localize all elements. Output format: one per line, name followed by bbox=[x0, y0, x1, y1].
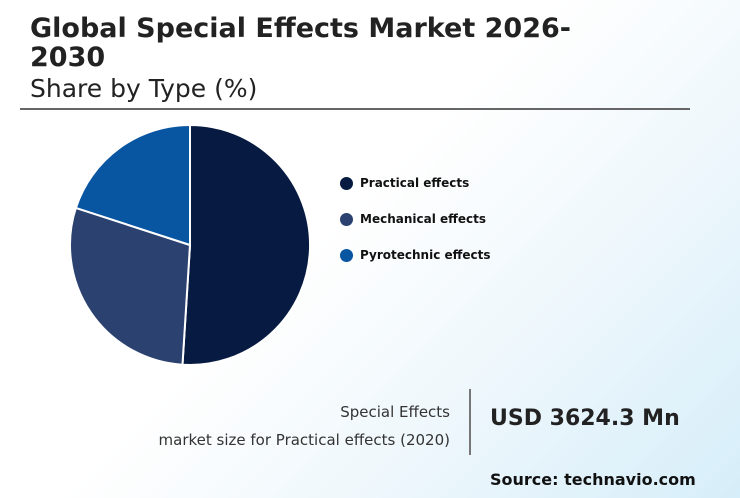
legend-label-practical-effects: Practical effects bbox=[360, 176, 470, 190]
title-divider bbox=[20, 108, 690, 110]
legend-swatch-mechanical-effects bbox=[340, 212, 353, 226]
legend-swatch-practical-effects bbox=[340, 176, 353, 190]
source-credit: Source: technavio.com bbox=[490, 470, 696, 489]
legend-swatch-pyrotechnic-effects bbox=[340, 248, 353, 262]
legend-item-pyrotechnic-effects: Pyrotechnic effects bbox=[340, 246, 490, 264]
legend: Practical effects Mechanical effects Pyr… bbox=[340, 174, 490, 282]
chart-title: Global Special Effects Market 2026-2030 bbox=[30, 13, 572, 73]
legend-item-practical-effects: Practical effects bbox=[340, 174, 490, 192]
market-size-label-line1: Special Effects bbox=[340, 403, 450, 421]
market-size-divider bbox=[469, 389, 471, 455]
legend-label-pyrotechnic-effects: Pyrotechnic effects bbox=[360, 248, 491, 262]
chart-subtitle: Share by Type (%) bbox=[30, 74, 258, 103]
legend-item-mechanical-effects: Mechanical effects bbox=[340, 210, 490, 228]
legend-label-mechanical-effects: Mechanical effects bbox=[360, 212, 486, 226]
market-size-value: USD 3624.3 Mn bbox=[490, 406, 680, 431]
pie-slice-mechanical-effects bbox=[69, 206, 192, 366]
market-size-label-line2: market size for Practical effects (2020) bbox=[158, 431, 450, 449]
market-size-label: Special Effects market size for Practica… bbox=[159, 398, 450, 454]
pie-slice-practical-effects bbox=[181, 123, 312, 366]
pie-slice-pyrotechnic-effects bbox=[74, 123, 191, 247]
